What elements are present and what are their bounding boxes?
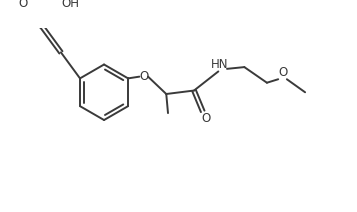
- Text: OH: OH: [61, 0, 79, 10]
- Text: O: O: [18, 0, 27, 10]
- Text: O: O: [202, 112, 211, 125]
- Text: HN: HN: [210, 58, 228, 71]
- Text: O: O: [278, 66, 287, 79]
- Text: O: O: [139, 70, 148, 83]
